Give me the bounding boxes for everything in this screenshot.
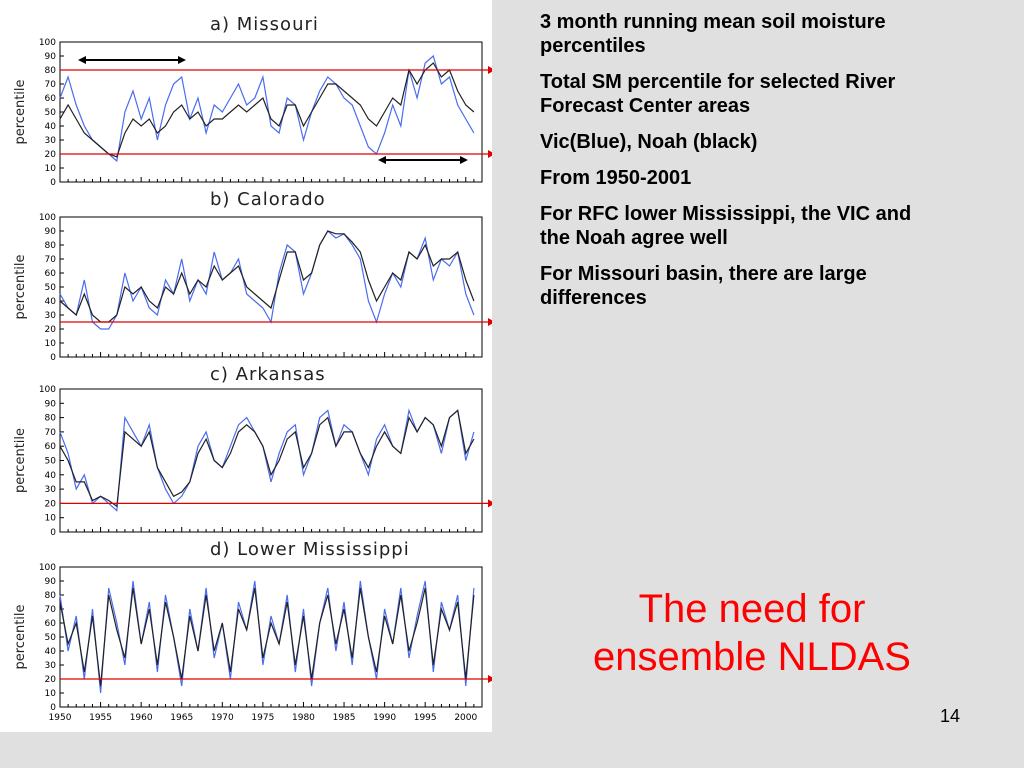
ylabel-3: percentile [13, 604, 28, 669]
ytick-label-0-4: 40 [45, 122, 57, 132]
ytick-label-1-4: 40 [45, 297, 57, 307]
ytick-label-2-1: 10 [45, 514, 57, 524]
ytick-label-0-5: 50 [45, 108, 57, 118]
threshold-arrow-2-0 [488, 499, 492, 508]
xtick-label-2: 1960 [130, 713, 153, 723]
xtick-label-7: 1985 [333, 713, 356, 723]
xtick-label-6: 1980 [292, 713, 315, 723]
double-arrow-head-right-0 [178, 56, 186, 64]
ytick-label-1-3: 30 [45, 311, 57, 321]
ytick-label-0-7: 70 [45, 80, 57, 90]
panel-title-0: a) Missouri [210, 14, 319, 35]
note-4: From 1950-2001 [540, 167, 692, 189]
plot-frame-3 [59, 566, 483, 708]
ytick-label-0-3: 30 [45, 136, 57, 146]
ytick-label-3-0: 0 [50, 703, 56, 713]
ytick-label-1-6: 60 [45, 269, 57, 279]
ylabel-2: percentile [13, 428, 28, 493]
figure-panel: a) Missouri 0 10 20 30 40 50 60 70 80 90 100 percent… [0, 0, 492, 732]
xtick-label-1: 1955 [89, 713, 112, 723]
threshold-arrow-0-1 [488, 150, 492, 158]
note-6: For Missouri basin, there are large diff… [540, 263, 867, 309]
ytick-label-1-0: 0 [50, 353, 56, 363]
double-arrow-head-left-1 [378, 156, 386, 164]
plot-frame-2 [59, 388, 483, 533]
plot-frame-0 [59, 41, 483, 183]
panel-title-1: b) Calorado [210, 189, 326, 210]
double-arrow-head-left-0 [78, 56, 86, 64]
ytick-label-1-5: 50 [45, 283, 57, 293]
slide-number: 14 [940, 706, 961, 726]
ytick-label-2-3: 30 [45, 485, 57, 495]
ytick-label-2-5: 50 [45, 457, 57, 467]
ytick-label-1-8: 80 [45, 241, 57, 251]
ytick-label-0-6: 60 [45, 94, 57, 104]
double-arrow-head-right-1 [460, 156, 468, 164]
ytick-label-3-5: 50 [45, 633, 57, 643]
ytick-label-1-10: 100 [39, 213, 56, 223]
ytick-label-2-9: 90 [45, 399, 57, 409]
soil-moisture-charts: a) Missouri0102030405060708090100percent… [13, 14, 492, 723]
ytick-label-0-1: 10 [45, 164, 57, 174]
panel-title-3: d) Lower Mississippi [210, 539, 410, 560]
note-1: 3 month running mean soil moisture perce… [540, 11, 886, 57]
ytick-label-1-7: 70 [45, 255, 57, 265]
ytick-label-2-8: 80 [45, 414, 57, 424]
series-noah-2 [59, 409, 475, 508]
ytick-label-1-1: 10 [45, 339, 57, 349]
ytick-label-3-2: 20 [45, 675, 57, 685]
ytick-label-3-10: 100 [39, 563, 56, 573]
ytick-label-1-2: 20 [45, 325, 57, 335]
ytick-label-3-7: 70 [45, 605, 57, 615]
ytick-label-2-2: 20 [45, 499, 57, 509]
series-noah-3 [59, 587, 475, 687]
ytick-label-2-10: 100 [39, 385, 56, 395]
xtick-label-10: 2000 [454, 713, 477, 723]
threshold-arrow-3-0 [488, 675, 492, 683]
series-vic-0 [59, 54, 475, 163]
ytick-label-0-8: 80 [45, 66, 57, 76]
panel-title-2: c) Arkansas [210, 364, 326, 385]
ylabel-1: percentile [13, 254, 28, 319]
plot-frame-1 [59, 216, 483, 358]
ytick-label-0-9: 90 [45, 52, 57, 62]
ytick-label-2-7: 70 [45, 428, 57, 438]
ytick-label-3-9: 90 [45, 577, 57, 587]
notes-panel: 3 month running mean soil moisture perce… [540, 10, 930, 322]
ytick-label-3-8: 80 [45, 591, 57, 601]
threshold-arrow-1-0 [488, 318, 492, 326]
note-5: For RFC lower Mississippi, the VIC and t… [540, 203, 912, 249]
series-vic-2 [59, 408, 475, 512]
threshold-arrow-0-0 [488, 66, 492, 74]
series-vic-1 [59, 230, 475, 330]
ytick-label-3-3: 30 [45, 661, 57, 671]
ytick-label-0-10: 100 [39, 38, 56, 48]
ylabel-0: percentile [13, 79, 28, 144]
ytick-label-3-4: 40 [45, 647, 57, 657]
ytick-label-2-6: 60 [45, 442, 57, 452]
series-noah-0 [59, 62, 475, 158]
xtick-label-0: 1950 [49, 713, 72, 723]
ytick-label-3-6: 60 [45, 619, 57, 629]
xtick-label-3: 1965 [170, 713, 193, 723]
ytick-label-3-1: 10 [45, 689, 57, 699]
xtick-label-9: 1995 [414, 713, 437, 723]
ytick-label-1-9: 90 [45, 227, 57, 237]
slogan-text: The need for ensemble NLDAS [593, 587, 911, 679]
note-3: Vic(Blue), Noah (black) [540, 131, 758, 153]
ytick-label-2-0: 0 [50, 528, 56, 538]
ytick-label-0-2: 20 [45, 150, 57, 160]
ytick-label-2-4: 40 [45, 471, 57, 481]
series-noah-1 [59, 230, 475, 323]
xtick-label-5: 1975 [251, 713, 274, 723]
note-2: Total SM percentile for selected River F… [540, 71, 896, 117]
xtick-label-4: 1970 [211, 713, 234, 723]
ytick-label-0-0: 0 [50, 178, 56, 188]
xtick-label-8: 1990 [373, 713, 396, 723]
